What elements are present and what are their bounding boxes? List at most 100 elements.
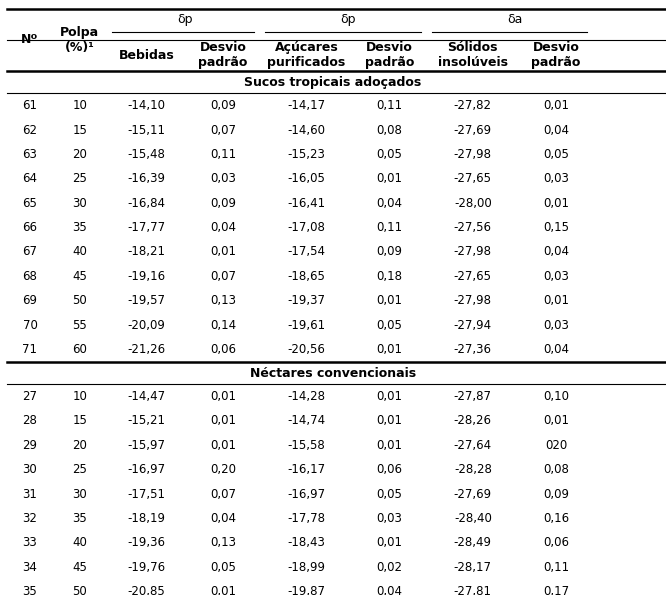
Text: 0,11: 0,11 [543,561,569,574]
Text: -19,36: -19,36 [127,537,166,549]
Text: -20,85: -20,85 [128,585,165,595]
Text: -19,61: -19,61 [287,319,326,331]
Text: δa: δa [507,13,522,26]
Text: 66: 66 [23,221,37,234]
Text: 69: 69 [23,295,37,307]
Text: 0,01: 0,01 [210,415,236,427]
Text: 0,03: 0,03 [210,173,236,185]
Text: 0,09: 0,09 [543,488,569,500]
Text: 0,01: 0,01 [210,390,236,403]
Text: 29: 29 [23,439,37,452]
Text: -14,17: -14,17 [287,99,326,112]
Text: -17,54: -17,54 [287,246,326,258]
Text: 65: 65 [23,197,37,209]
Text: 0,01: 0,01 [376,343,403,356]
Text: 020: 020 [545,439,567,452]
Text: 0,06: 0,06 [210,343,236,356]
Text: -28,28: -28,28 [454,464,492,476]
Text: δp: δp [340,13,356,26]
Text: 0,08: 0,08 [377,124,402,136]
Text: -28,49: -28,49 [454,537,492,549]
Text: 0,11: 0,11 [210,148,236,161]
Text: 15: 15 [73,124,87,136]
Text: 0,13: 0,13 [210,537,236,549]
Text: -19,57: -19,57 [127,295,166,307]
Text: -15,23: -15,23 [288,148,325,161]
Text: -14,47: -14,47 [127,390,166,403]
Text: 27: 27 [23,390,37,403]
Text: -15,48: -15,48 [128,148,165,161]
Text: -15,97: -15,97 [127,439,166,452]
Text: Açúcares
purificados: Açúcares purificados [267,41,346,70]
Text: 34: 34 [23,561,37,574]
Text: -19,87: -19,87 [287,585,326,595]
Text: 0,01: 0,01 [210,246,236,258]
Text: 10: 10 [73,390,87,403]
Text: 0,17: 0,17 [543,585,569,595]
Text: 0,05: 0,05 [543,148,569,161]
Text: 0,03: 0,03 [377,512,402,525]
Text: 67: 67 [23,246,37,258]
Text: 0,01: 0,01 [543,99,569,112]
Text: -27,69: -27,69 [454,488,492,500]
Text: -16,97: -16,97 [287,488,326,500]
Text: 0,01: 0,01 [210,439,236,452]
Text: 0,01: 0,01 [376,295,403,307]
Text: 25: 25 [73,173,87,185]
Text: -27,98: -27,98 [454,246,492,258]
Text: Polpa
(%)¹: Polpa (%)¹ [61,26,99,54]
Text: 0,03: 0,03 [543,173,569,185]
Text: 0,01: 0,01 [210,585,236,595]
Text: -19,76: -19,76 [127,561,166,574]
Text: 32: 32 [23,512,37,525]
Text: -18,19: -18,19 [127,512,166,525]
Text: -19,16: -19,16 [127,270,166,283]
Text: 0,05: 0,05 [377,319,402,331]
Text: 55: 55 [73,319,87,331]
Text: 0,05: 0,05 [210,561,236,574]
Text: 35: 35 [73,221,87,234]
Text: 0,06: 0,06 [543,537,569,549]
Text: 0,03: 0,03 [543,319,569,331]
Text: 40: 40 [73,537,87,549]
Text: 0,01: 0,01 [376,390,403,403]
Text: -16,41: -16,41 [287,197,326,209]
Text: 0,09: 0,09 [210,99,236,112]
Text: 61: 61 [23,99,37,112]
Text: -16,05: -16,05 [288,173,325,185]
Text: 0,01: 0,01 [376,439,403,452]
Text: 0,03: 0,03 [543,270,569,283]
Text: Nº: Nº [21,33,39,46]
Text: -28,00: -28,00 [454,197,492,209]
Text: 0,18: 0,18 [376,270,403,283]
Text: -17,08: -17,08 [288,221,325,234]
Text: -17,77: -17,77 [127,221,166,234]
Text: -18,65: -18,65 [288,270,325,283]
Text: 0,04: 0,04 [543,246,569,258]
Text: 20: 20 [73,148,87,161]
Text: 63: 63 [23,148,37,161]
Text: 25: 25 [73,464,87,476]
Text: 62: 62 [23,124,37,136]
Text: 0,02: 0,02 [376,561,403,574]
Text: -18,43: -18,43 [288,537,325,549]
Text: δp: δp [177,13,192,26]
Text: 0,04: 0,04 [210,221,236,234]
Text: 45: 45 [73,270,87,283]
Text: 0,04: 0,04 [376,585,403,595]
Text: 0,04: 0,04 [543,124,569,136]
Text: 0,16: 0,16 [543,512,569,525]
Text: 20: 20 [73,439,87,452]
Text: 0,07: 0,07 [210,270,236,283]
Text: -16,39: -16,39 [127,173,166,185]
Text: -20,56: -20,56 [288,343,325,356]
Text: 30: 30 [73,197,87,209]
Text: 60: 60 [73,343,87,356]
Text: 30: 30 [23,464,37,476]
Text: -27,94: -27,94 [454,319,492,331]
Text: 0,04: 0,04 [543,343,569,356]
Text: -27,65: -27,65 [454,270,492,283]
Text: -27,82: -27,82 [454,99,492,112]
Text: -27,98: -27,98 [454,295,492,307]
Text: 50: 50 [73,585,87,595]
